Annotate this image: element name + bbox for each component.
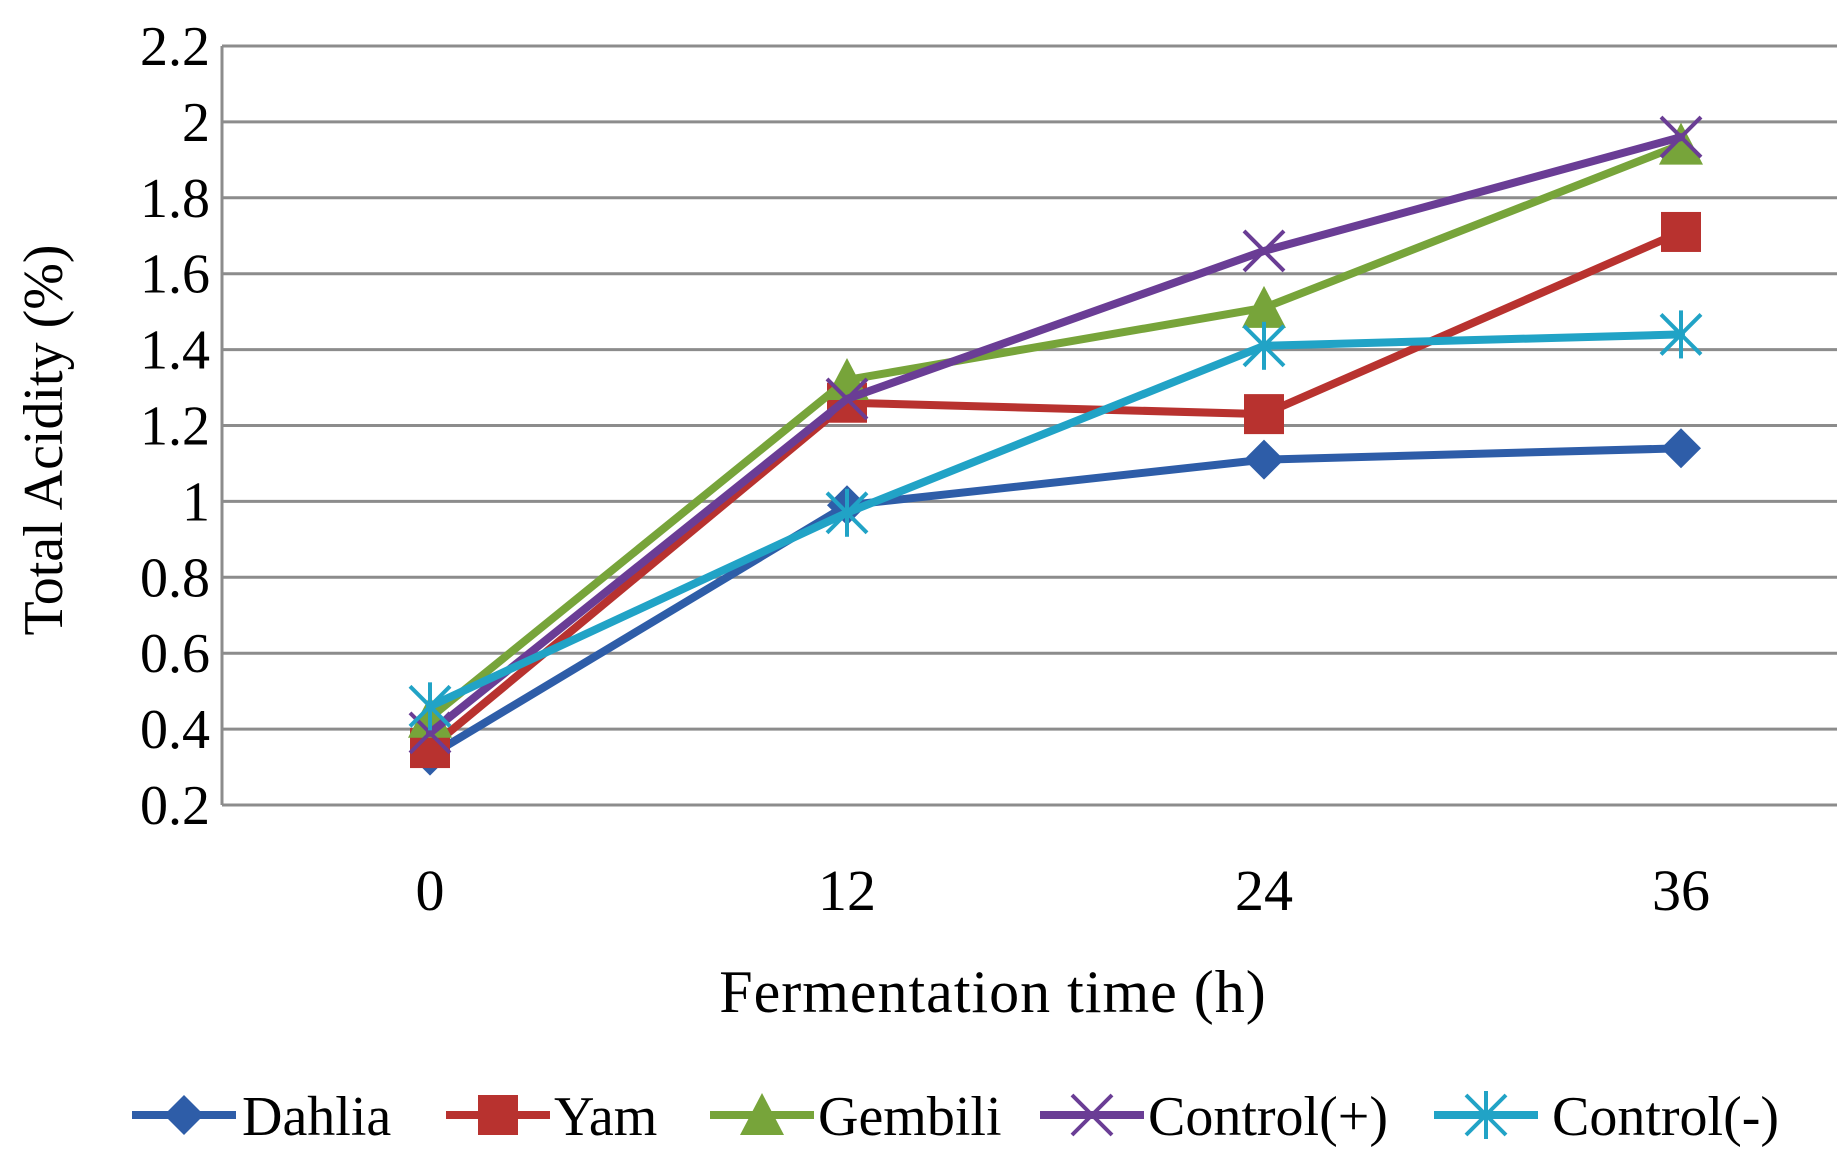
y-tick-label: 1.8 — [140, 168, 210, 230]
data-point — [1244, 439, 1284, 480]
x-tick-label: 12 — [818, 858, 876, 923]
legend: Dahlia Yam Gembili Control(+) Control(-) — [132, 1086, 1779, 1148]
data-point — [1661, 211, 1701, 252]
series-control — [408, 310, 1703, 731]
y-axis-label: Total Acidity (%) — [13, 244, 75, 635]
legend-label: Yam — [554, 1086, 657, 1148]
x-tick-labels: 0 12 24 36 — [416, 858, 1711, 923]
legend-item-control: Control(-) — [1434, 1086, 1779, 1148]
x-tick-label: 36 — [1652, 858, 1710, 923]
data-point — [408, 682, 452, 731]
data-point — [740, 1093, 784, 1135]
y-tick-label: 2.2 — [140, 16, 210, 78]
data-point — [1242, 321, 1286, 370]
series-yam — [410, 211, 1701, 769]
series-layer — [408, 115, 1703, 776]
data-point — [1242, 229, 1286, 273]
data-point — [1659, 115, 1703, 159]
x-tick-label: 24 — [1235, 858, 1293, 923]
data-point — [1659, 122, 1703, 165]
y-tick-label: 1.6 — [140, 244, 210, 306]
gridlines — [220, 44, 1837, 807]
x-axis-label: Fermentation time (h) — [719, 959, 1267, 1025]
y-tick-label: 0.2 — [140, 775, 210, 837]
y-tick-labels: 0.2 0.4 0.6 0.8 1 1.2 1.4 1.6 1.8 2 2.2 — [140, 16, 210, 837]
legend-label: Control(-) — [1552, 1086, 1779, 1148]
y-tick-label: 1.2 — [140, 396, 210, 458]
legend-label: Control(+) — [1148, 1086, 1388, 1148]
y-tick-label: 0.8 — [140, 547, 210, 609]
data-point — [478, 1095, 518, 1135]
y-tick-label: 1.4 — [140, 320, 210, 382]
data-point — [1070, 1093, 1114, 1137]
series-line — [426, 444, 1685, 760]
data-point — [825, 377, 869, 421]
series-line — [426, 330, 1685, 711]
series-line — [426, 227, 1685, 753]
data-point — [1464, 1091, 1508, 1139]
y-tick-label: 0.4 — [140, 699, 210, 761]
data-point — [825, 488, 869, 537]
data-point — [1659, 310, 1703, 359]
legend-label: Gembili — [818, 1086, 1002, 1148]
y-tick-label: 1 — [182, 471, 210, 533]
y-tick-label: 0.6 — [140, 623, 210, 685]
series-line — [426, 140, 1685, 722]
legend-item-gembili: Gembili — [710, 1086, 1002, 1148]
data-point — [1242, 285, 1286, 328]
x-tick-label: 0 — [416, 858, 445, 923]
series-line — [426, 133, 1685, 737]
legend-item-dahlia: Dahlia — [132, 1086, 391, 1148]
data-point — [164, 1095, 204, 1135]
data-point — [1661, 428, 1701, 469]
legend-item-control: Control(+) — [1040, 1086, 1388, 1148]
legend-item-yam: Yam — [446, 1086, 657, 1148]
legend-label: Dahlia — [242, 1086, 391, 1148]
data-point — [1244, 394, 1284, 435]
y-tick-label: 2 — [182, 92, 210, 154]
